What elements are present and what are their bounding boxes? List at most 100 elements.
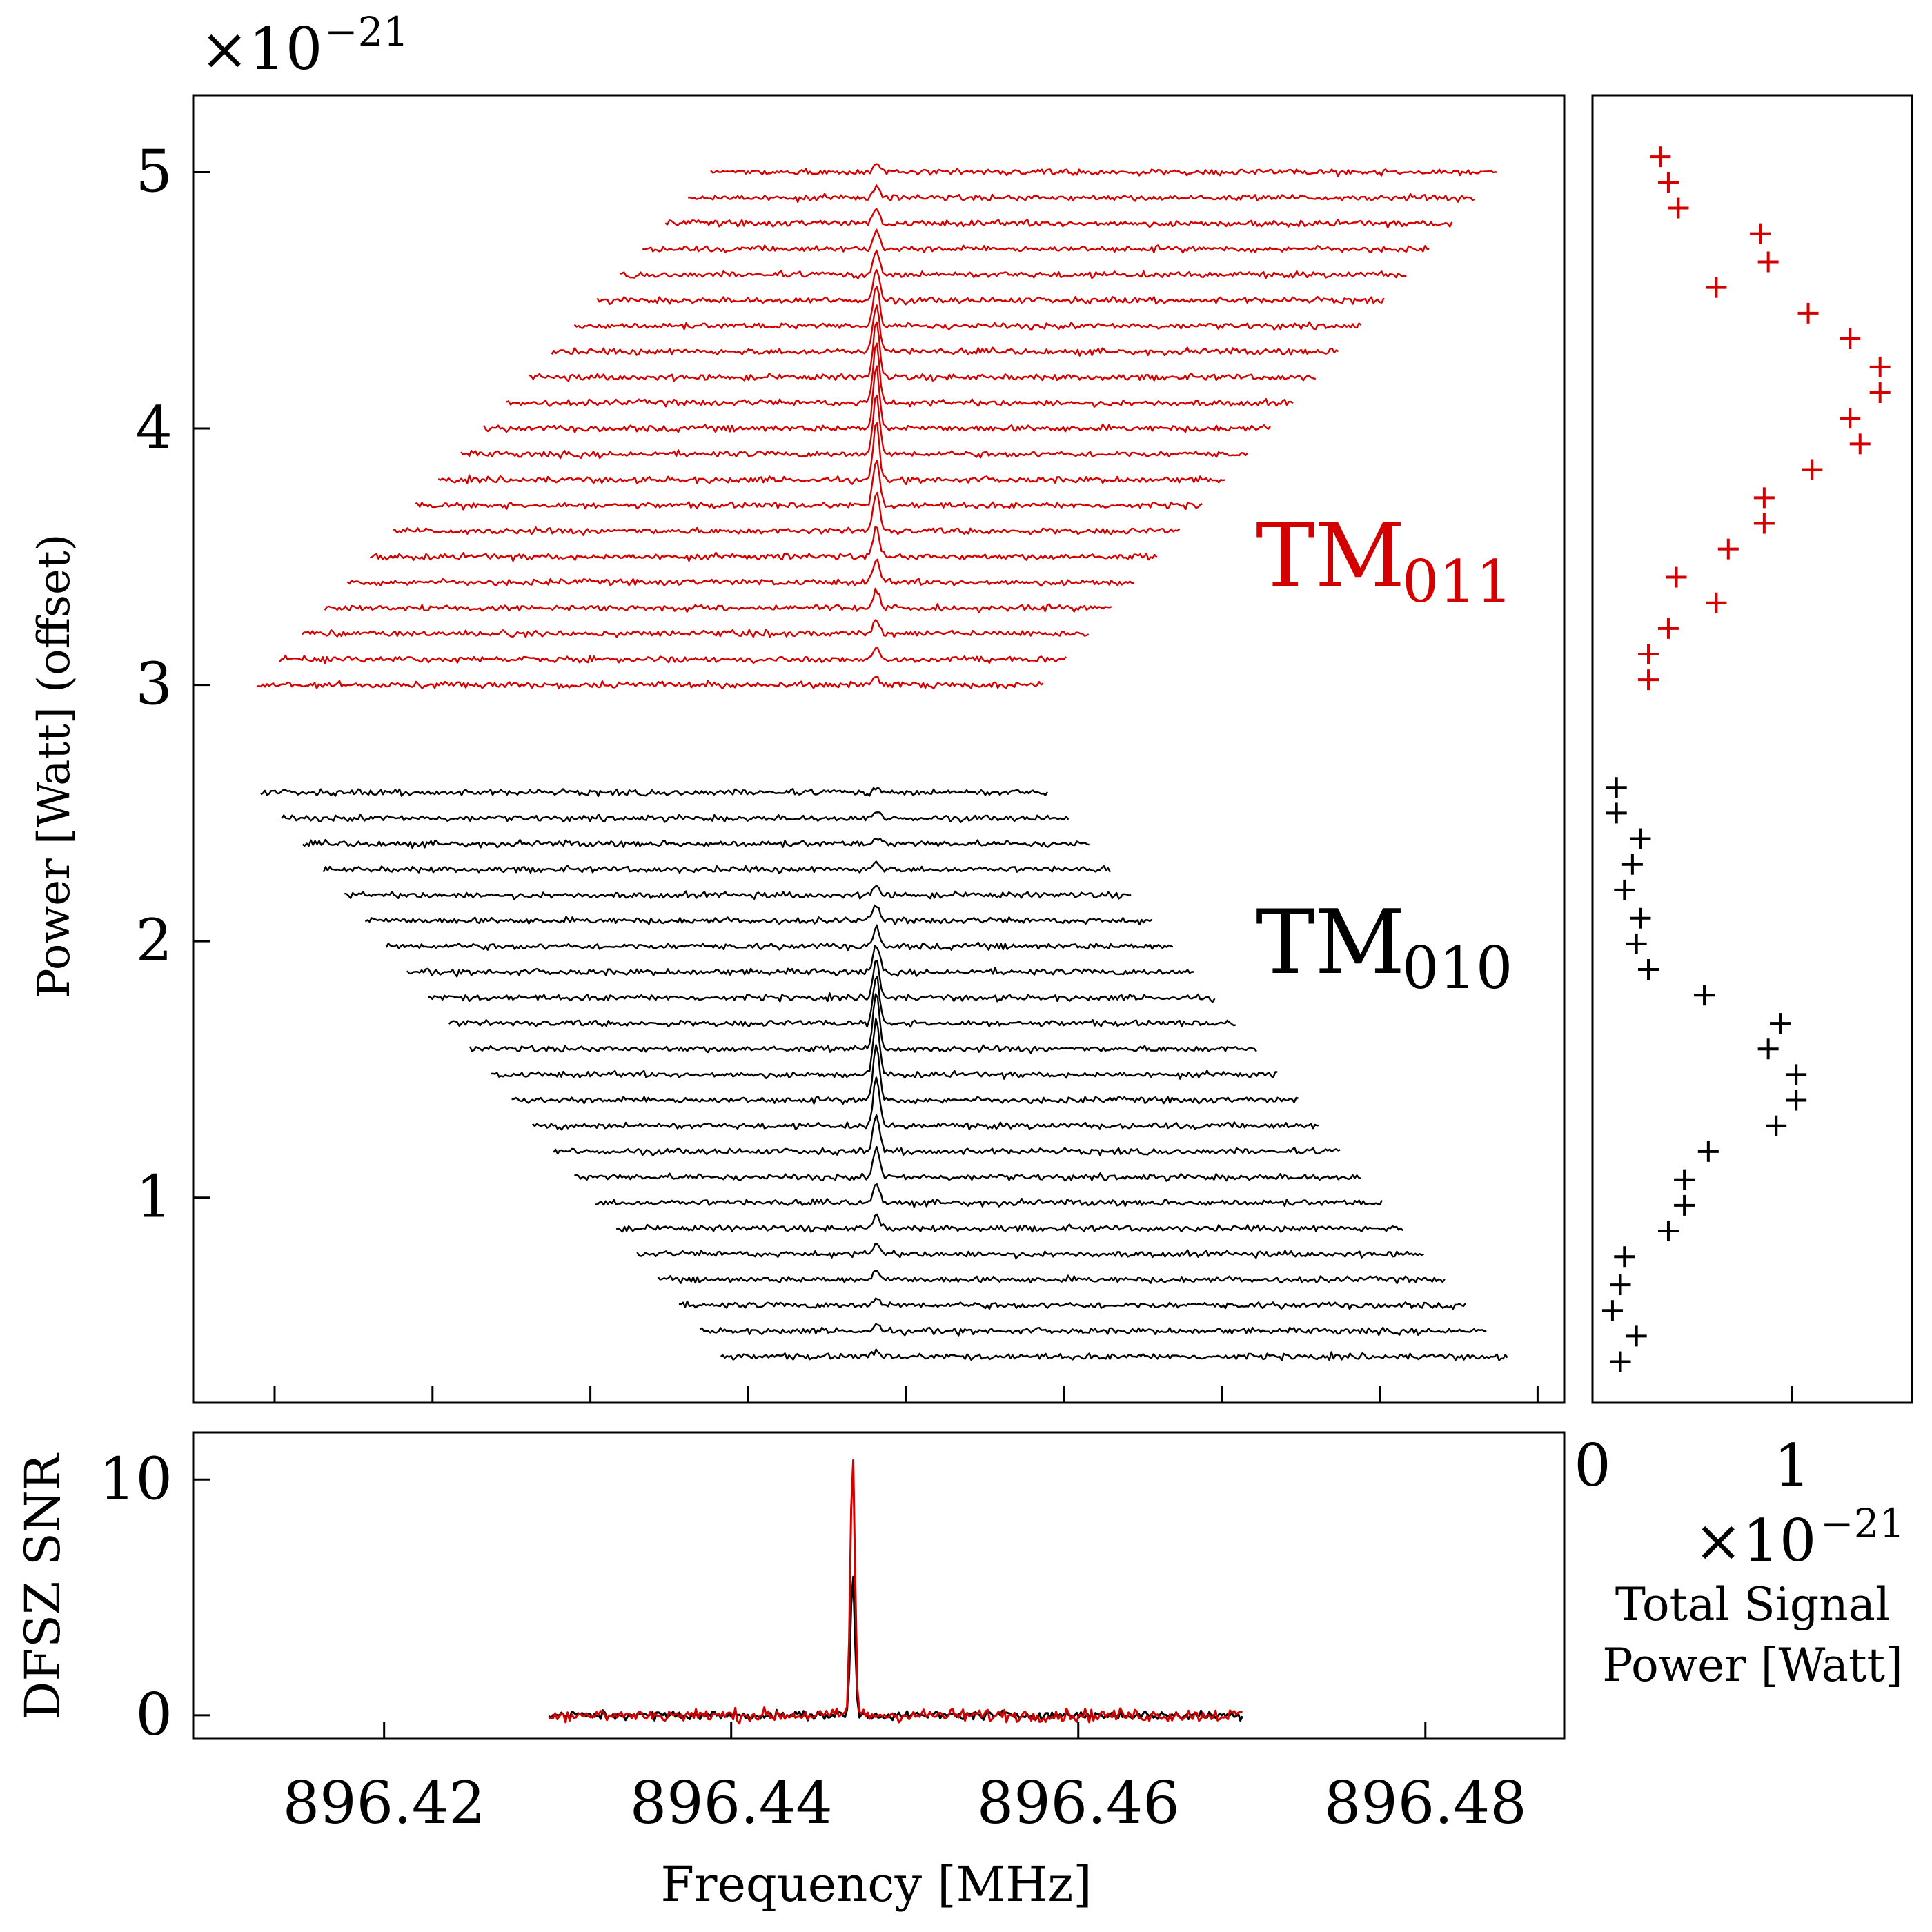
marker-tm011-17: [1750, 223, 1771, 244]
marker-tm011-15: [1706, 277, 1727, 298]
trace-tm010-4: [636, 1243, 1424, 1259]
marker-tm010-20: [1630, 828, 1651, 849]
marker-tm010-18: [1614, 879, 1635, 900]
trace-tm011-4: [346, 558, 1134, 587]
marker-tm010-10: [1766, 1115, 1787, 1136]
trace-tm011-13: [551, 304, 1339, 357]
trace-tm010-13: [448, 976, 1236, 1028]
total-power-x-exponent-power: −21: [1820, 1500, 1904, 1547]
marker-tm011-18: [1668, 197, 1689, 219]
marker-tm011-16: [1757, 251, 1779, 273]
snr-xtick-label-896.46: 896.46: [977, 1769, 1180, 1837]
trace-tm011-8: [437, 422, 1225, 486]
marker-tm010-6: [1674, 1194, 1695, 1216]
trace-tm010-12: [469, 993, 1257, 1054]
marker-tm011-19: [1657, 172, 1679, 193]
trace-tm011-7: [415, 460, 1203, 511]
total-power-x-exponent: ×10: [1694, 1507, 1816, 1575]
total-power-xlabel-line1: Total Signal: [1615, 1578, 1890, 1631]
marker-tm011-8: [1802, 459, 1823, 480]
snr-xtick-label-896.44: 896.44: [630, 1769, 833, 1837]
trace-tm010-11: [491, 1017, 1278, 1080]
marker-tm010-1: [1626, 1325, 1647, 1347]
marker-tm011-12: [1869, 356, 1891, 377]
marker-tm010-21: [1606, 802, 1627, 824]
trace-tm011-0: [256, 676, 1044, 690]
marker-tm010-22: [1606, 777, 1627, 798]
trace-tm010-1: [699, 1323, 1487, 1337]
marker-tm010-0: [1610, 1351, 1631, 1372]
marker-tm011-2: [1657, 618, 1679, 639]
marker-tm010-14: [1694, 985, 1715, 1006]
trace-tm011-9: [460, 394, 1248, 460]
trace-tm010-7: [573, 1145, 1361, 1182]
marker-tm011-14: [1797, 302, 1819, 324]
marker-tm010-7: [1674, 1169, 1695, 1190]
total-power-frame: [1591, 94, 1913, 1404]
total-power-plot: 0 1 ×10 −21 Total Signal Power [Watt]: [1574, 94, 1913, 1692]
snr-line-tm010: [548, 1575, 1243, 1722]
trace-tm010-2: [678, 1297, 1466, 1310]
marker-tm011-9: [1849, 433, 1871, 455]
trace-tm010-21: [281, 811, 1070, 823]
snr-xtick-label-896.48: 896.48: [1324, 1769, 1527, 1837]
trace-tm011-20: [710, 163, 1498, 177]
marker-tm010-17: [1630, 907, 1651, 929]
marker-tm011-1: [1638, 644, 1659, 665]
trace-tm010-20: [302, 837, 1090, 849]
marker-tm010-3: [1610, 1274, 1631, 1296]
marker-tm010-13: [1770, 1013, 1791, 1034]
waterfall-y-exponent-power: −21: [324, 8, 408, 55]
trace-tm011-10: [482, 365, 1271, 433]
marker-tm010-9: [1786, 1090, 1807, 1111]
annotation-tm010: TM: [1256, 891, 1405, 994]
marker-tm011-4: [1706, 592, 1727, 613]
trace-tm011-18: [664, 208, 1453, 229]
trace-tm011-11: [506, 342, 1294, 408]
waterfall-ylabel: Power [Watt] (offset): [29, 533, 80, 998]
marker-tm011-11: [1869, 382, 1891, 404]
waterfall-y-exponent: ×10: [200, 15, 322, 83]
trace-tm010-18: [344, 885, 1132, 900]
waterfall-frame: [192, 94, 1566, 1404]
trace-tm011-17: [642, 228, 1430, 254]
marker-tm011-7: [1753, 487, 1775, 509]
total-power-xtick-label-1: 1: [1774, 1432, 1811, 1499]
trace-tm010-0: [720, 1348, 1508, 1361]
waterfall-ytick-label-2: 2: [136, 907, 172, 974]
trace-tm010-16: [385, 924, 1174, 952]
marker-tm011-3: [1666, 566, 1687, 588]
trace-tm010-5: [615, 1213, 1403, 1233]
marker-tm010-19: [1621, 854, 1643, 875]
marker-tm010-11: [1786, 1064, 1807, 1085]
trace-tm011-2: [301, 619, 1090, 638]
marker-tm011-5: [1717, 538, 1739, 560]
trace-tm010-14: [428, 960, 1216, 1003]
waterfall-ytick-label-5: 5: [136, 137, 172, 205]
marker-tm011-0: [1638, 669, 1659, 691]
trace-tm010-8: [553, 1114, 1341, 1156]
trace-tm011-15: [596, 269, 1385, 306]
marker-tm011-13: [1840, 328, 1861, 349]
marker-tm010-8: [1697, 1141, 1719, 1162]
trace-tm011-3: [324, 587, 1112, 613]
marker-tm010-15: [1638, 959, 1659, 980]
annotation-tm010-subscript: 010: [1402, 934, 1512, 1002]
waterfall-ytick-label-4: 4: [136, 394, 172, 462]
annotation-tm011-subscript: 011: [1402, 548, 1512, 615]
waterfall-ytick-label-1: 1: [136, 1163, 172, 1231]
snr-xlabel: Frequency [MHz]: [660, 1856, 1092, 1913]
marker-tm010-4: [1614, 1246, 1635, 1268]
snr-frame: [192, 1431, 1566, 1740]
snr-ytick-label-10: 10: [99, 1445, 172, 1512]
trace-tm010-10: [511, 1044, 1299, 1105]
marker-tm011-10: [1840, 408, 1861, 429]
trace-tm011-14: [573, 286, 1362, 331]
snr-line-tm011: [548, 1459, 1243, 1725]
snr-ylabel: DFSZ SNR: [14, 1452, 71, 1720]
marker-tm010-12: [1757, 1038, 1779, 1060]
trace-tm011-6: [393, 491, 1181, 536]
trace-tm011-16: [620, 249, 1407, 279]
